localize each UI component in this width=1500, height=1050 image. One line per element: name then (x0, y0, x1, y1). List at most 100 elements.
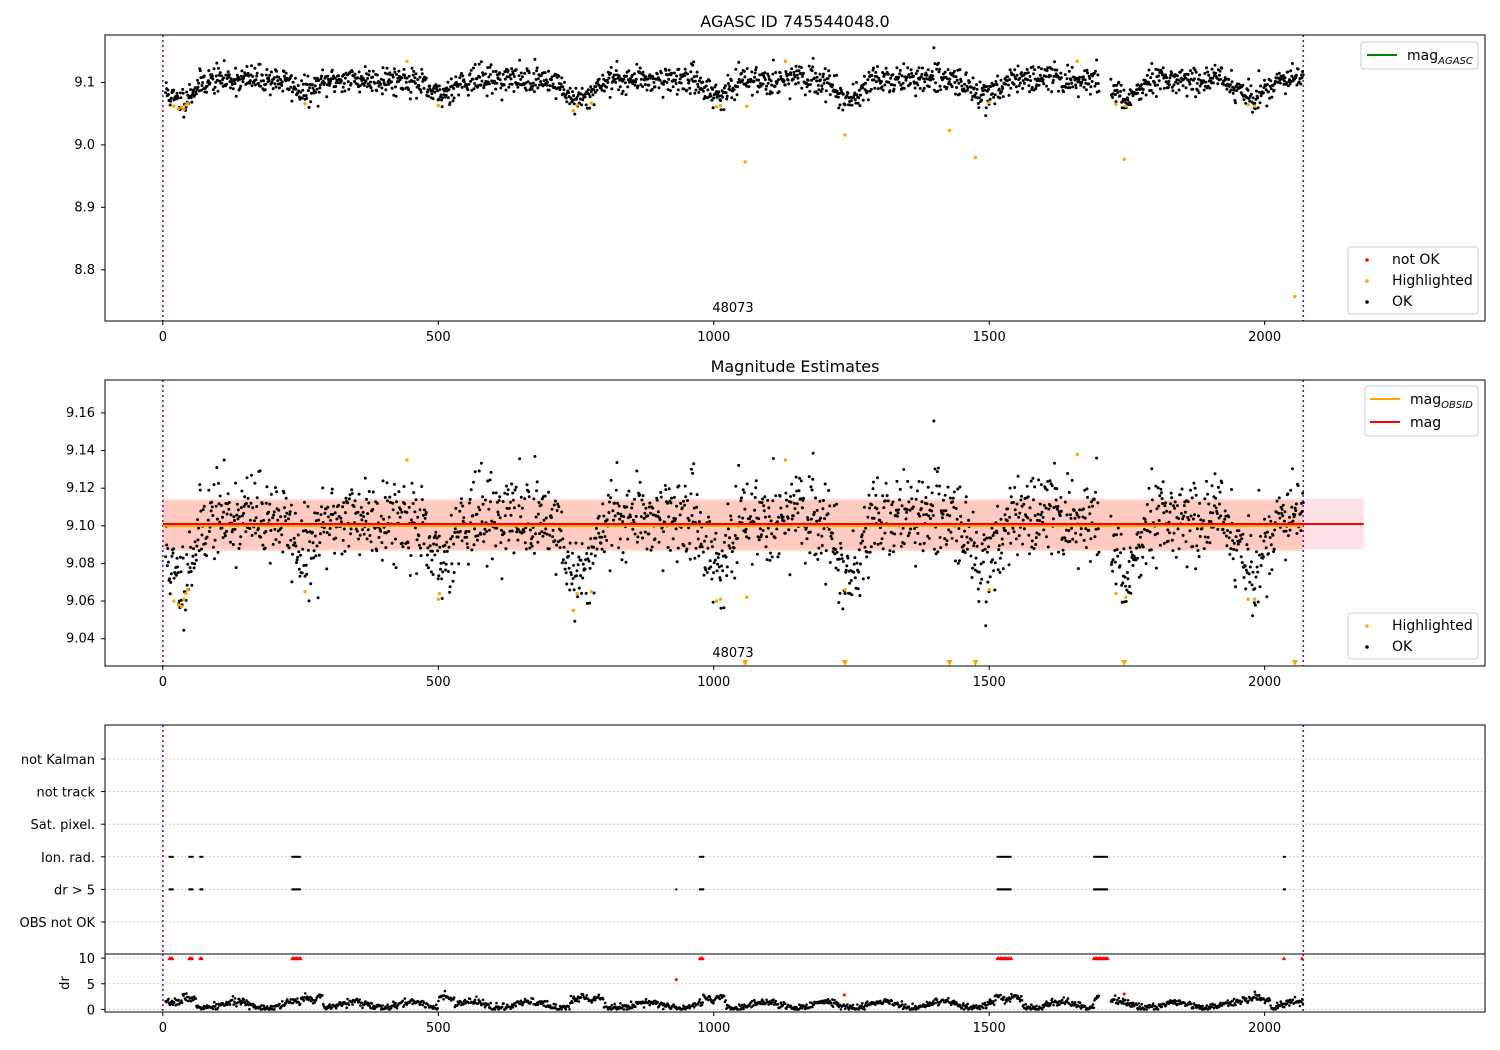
ok-point (468, 497, 472, 501)
ok-point (1222, 531, 1226, 535)
dr-point (681, 1007, 684, 1010)
ok-point (1218, 73, 1221, 77)
agasc-ytick-label: 9.1 (74, 75, 95, 90)
ok-point (347, 87, 351, 91)
agasc-point-legend: not OK Highlighted OK (1347, 246, 1479, 315)
ok-point (1120, 583, 1124, 587)
ok-point (1149, 548, 1153, 552)
ok-point (1191, 545, 1195, 548)
highlighted-point (405, 458, 409, 462)
ok-point (506, 488, 510, 492)
ok-point (947, 80, 951, 84)
ok-point (1207, 502, 1211, 506)
ok-point (479, 60, 483, 64)
estimates-xtick-label: 1000 (697, 675, 730, 690)
ok-point (593, 554, 597, 558)
ok-point (858, 104, 862, 108)
dr-point (505, 1006, 508, 1010)
ok-point (188, 530, 191, 534)
ok-point (1288, 515, 1291, 519)
ok-point (958, 485, 962, 489)
ok-point (1018, 76, 1022, 80)
ok-point (841, 607, 845, 611)
ok-point (816, 557, 820, 561)
ok-point (861, 539, 865, 543)
ok-point (585, 106, 589, 110)
ok-point (216, 550, 220, 554)
ok-point (1093, 535, 1097, 539)
ok-point (771, 72, 775, 76)
ok-point (215, 517, 219, 521)
ok-point (854, 586, 858, 590)
ok-point (1216, 527, 1220, 531)
ok-point (539, 503, 543, 507)
ok-point (841, 560, 845, 563)
ok-point (633, 72, 636, 76)
ok-point (925, 502, 929, 506)
ok-point (1280, 507, 1284, 511)
ok-point (817, 546, 821, 550)
ok-point (1265, 104, 1269, 108)
ok-point (810, 69, 814, 73)
ok-point (208, 81, 212, 85)
ok-point (1151, 91, 1155, 95)
ok-point (767, 515, 771, 519)
ok-point (1156, 68, 1160, 72)
ok-point (189, 570, 193, 573)
ok-point (419, 88, 422, 92)
ok-point (1114, 100, 1118, 104)
dr-point (246, 1000, 250, 1004)
ok-point (1185, 565, 1189, 569)
ok-point (313, 534, 317, 538)
ok-point (381, 479, 385, 483)
ok-point (213, 85, 217, 89)
ok-point (594, 536, 598, 540)
ok-point (420, 485, 424, 488)
ok-point (1258, 101, 1262, 105)
ok-point (417, 543, 421, 547)
ok-point (973, 95, 977, 99)
ok-point (304, 563, 308, 567)
ok-point (793, 507, 797, 511)
ok-point (685, 547, 689, 551)
ok-point (1088, 77, 1092, 80)
ok-point (470, 548, 474, 552)
ok-point (1095, 553, 1099, 557)
ok-point (1136, 556, 1140, 560)
highlighted-point (973, 155, 978, 160)
ok-point (819, 516, 823, 520)
ok-point (1025, 484, 1029, 488)
ok-point (380, 541, 384, 545)
ok-point (659, 495, 663, 499)
ok-point (564, 96, 568, 100)
ok-point (1184, 86, 1188, 90)
ok-point (1164, 80, 1168, 84)
ok-point (1204, 80, 1208, 84)
ok-point (584, 103, 588, 107)
ok-point (417, 84, 421, 88)
ok-point (1159, 487, 1163, 491)
ok-point (444, 93, 448, 97)
dr-point (424, 1006, 427, 1009)
ok-point (841, 108, 845, 112)
ok-point (325, 83, 329, 87)
ok-point (213, 557, 216, 561)
ok-point (762, 504, 766, 508)
ok-point (955, 539, 959, 543)
ok-point (795, 69, 799, 73)
ok-point (475, 512, 479, 516)
dr-point (319, 996, 322, 999)
ok-point (613, 77, 617, 81)
dr-point (481, 998, 485, 1002)
ok-point (524, 81, 528, 85)
ok-point (634, 80, 638, 84)
ok-point (473, 63, 477, 66)
ok-point (1141, 91, 1145, 95)
ok-point (1109, 563, 1113, 567)
ok-point (919, 507, 923, 511)
ok-point (1202, 79, 1206, 83)
ok-point (1054, 498, 1058, 502)
ok-point (1194, 95, 1198, 99)
ok-point (1214, 71, 1218, 75)
